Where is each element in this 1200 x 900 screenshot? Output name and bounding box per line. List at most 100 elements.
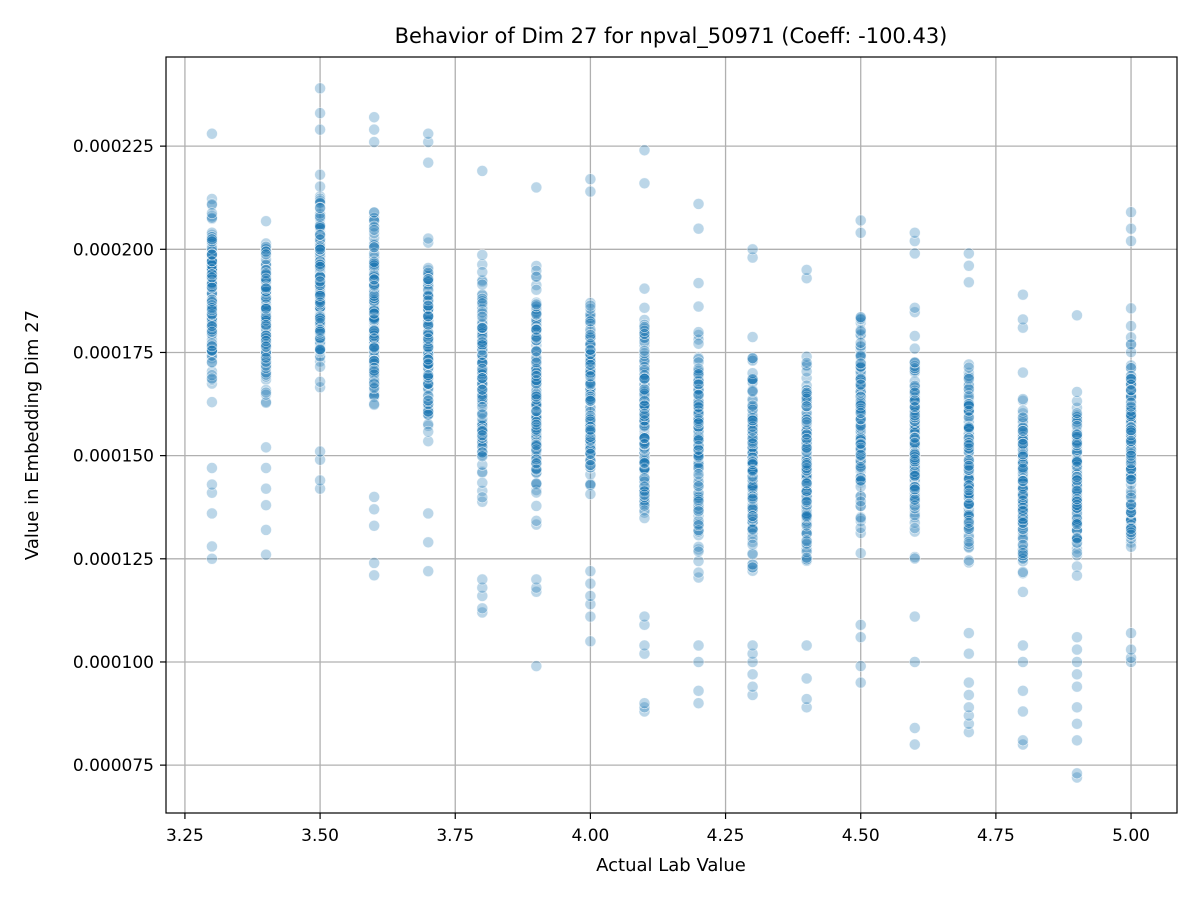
data-point	[314, 243, 326, 256]
data-point	[908, 610, 921, 623]
data-point	[260, 245, 272, 258]
data-point	[746, 352, 759, 364]
data-point	[422, 389, 435, 402]
data-point	[1017, 685, 1029, 697]
data-point	[800, 356, 813, 369]
data-point	[368, 224, 380, 236]
data-point	[638, 282, 651, 295]
data-point	[1125, 206, 1137, 218]
data-point	[368, 304, 380, 317]
x-tick-label: 4.25	[707, 826, 745, 846]
data-point	[314, 233, 326, 246]
data-point	[368, 307, 380, 320]
data-point	[476, 322, 489, 334]
data-point	[963, 627, 975, 639]
data-point	[206, 271, 218, 284]
data-point	[314, 325, 326, 338]
data-point	[854, 226, 867, 239]
data-point	[800, 477, 813, 490]
data-point	[584, 394, 597, 407]
data-point	[746, 680, 759, 693]
data-point	[692, 697, 705, 710]
data-point	[1071, 428, 1083, 441]
data-point	[368, 345, 380, 357]
data-point	[260, 441, 272, 454]
data-point	[206, 478, 218, 491]
data-point	[584, 610, 597, 623]
data-point	[908, 437, 921, 449]
data-point	[908, 330, 921, 342]
data-point	[692, 566, 705, 579]
data-point	[422, 536, 435, 549]
data-point	[746, 668, 759, 681]
data-point	[260, 285, 272, 298]
data-point	[1017, 489, 1029, 501]
data-point	[1071, 718, 1083, 730]
data-point	[368, 389, 380, 401]
data-point	[476, 476, 489, 489]
data-point	[368, 503, 380, 516]
data-point	[368, 227, 380, 239]
data-point	[746, 243, 759, 256]
data-point	[206, 207, 218, 219]
data-point	[476, 491, 489, 504]
data-point	[368, 382, 380, 394]
data-point	[584, 185, 597, 198]
data-point	[530, 367, 543, 379]
data-point	[206, 340, 218, 353]
data-point	[1125, 523, 1137, 535]
data-point	[1071, 309, 1083, 322]
data-point	[422, 369, 435, 381]
data-point	[854, 214, 867, 227]
data-point	[638, 639, 651, 652]
x-tick-label: 4.75	[977, 826, 1015, 846]
data-point	[260, 338, 272, 350]
data-point	[584, 488, 597, 500]
data-point	[800, 264, 813, 276]
data-point	[908, 302, 921, 314]
data-point	[206, 365, 218, 378]
data-point	[206, 540, 218, 553]
data-point	[638, 344, 651, 357]
data-point	[908, 522, 921, 534]
data-point	[314, 343, 326, 356]
data-point	[746, 561, 759, 574]
data-point	[260, 384, 272, 396]
data-point	[638, 144, 651, 157]
data-point	[530, 331, 543, 344]
data-point	[692, 300, 705, 313]
data-point	[854, 437, 867, 450]
data-point	[368, 368, 380, 381]
data-point	[368, 519, 380, 532]
y-tick-label: 0.000175	[73, 343, 154, 363]
data-point	[206, 377, 218, 390]
data-point	[584, 343, 597, 356]
data-point	[368, 241, 380, 253]
data-point	[746, 373, 759, 385]
data-point	[1071, 734, 1083, 747]
data-point	[584, 359, 597, 371]
data-point	[260, 263, 272, 276]
data-point	[908, 356, 921, 369]
data-point	[1017, 448, 1029, 461]
y-tick-label: 0.000225	[73, 137, 154, 157]
data-point	[260, 482, 272, 495]
data-point	[692, 198, 705, 210]
data-point	[368, 355, 380, 367]
data-point	[1071, 569, 1083, 582]
data-point	[314, 375, 326, 388]
data-point	[963, 554, 975, 567]
data-point	[908, 226, 921, 239]
data-point	[530, 181, 543, 194]
x-axis-label: Actual Lab Value	[596, 855, 746, 876]
data-point	[260, 362, 272, 374]
data-point	[638, 432, 651, 444]
data-point	[800, 672, 813, 685]
data-point	[854, 547, 867, 560]
y-tick-label: 0.000100	[73, 653, 154, 673]
data-point	[206, 281, 218, 294]
data-point	[206, 507, 218, 520]
data-point	[206, 278, 218, 291]
data-point	[422, 507, 435, 520]
